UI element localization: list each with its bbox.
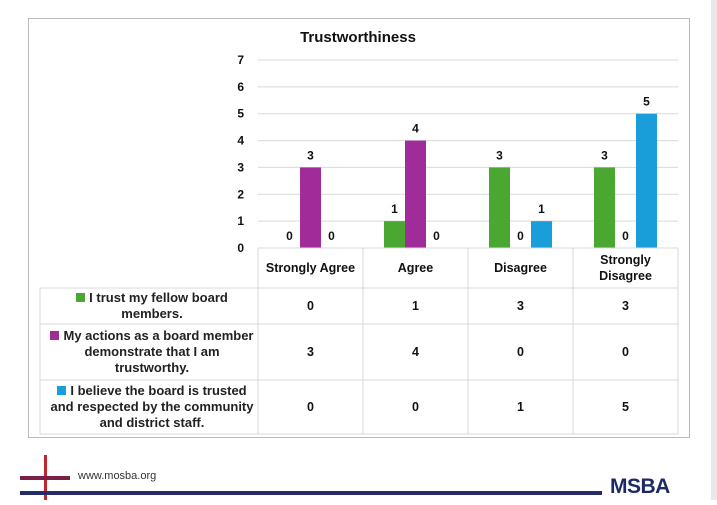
data-label: 0: [433, 229, 440, 243]
category-label: Strongly Agree: [266, 261, 355, 275]
msba-logo: MSBA: [610, 475, 670, 498]
table-cell: 0: [517, 345, 524, 359]
table-cell: 3: [307, 345, 314, 359]
bar: [384, 221, 405, 248]
legend-label: My actions as a board member demonstrate…: [63, 328, 254, 375]
bar: [594, 167, 615, 248]
data-label: 3: [307, 148, 314, 162]
legend-swatch: [76, 293, 86, 302]
table-cell: 1: [517, 400, 524, 414]
table-cell: 1: [412, 299, 419, 313]
category-label-line: Disagree: [599, 269, 652, 283]
y-tick-label: 3: [237, 160, 244, 174]
page-edge: [711, 0, 717, 500]
footer-line: [20, 491, 602, 495]
category-label-line: Strongly: [600, 253, 651, 267]
legend-label: I believe the board is trusted and respe…: [50, 383, 254, 430]
legend-swatch: [57, 386, 67, 395]
data-label: 1: [391, 202, 398, 216]
data-label: 3: [496, 148, 503, 162]
legend-entry: I trust my fellow board members.: [46, 290, 258, 322]
category-label: Agree: [398, 261, 433, 275]
data-label: 1: [538, 202, 545, 216]
y-tick-label: 5: [237, 107, 244, 121]
data-label: 0: [328, 229, 335, 243]
table-cell: 5: [622, 400, 629, 414]
chart-frame: [28, 18, 690, 438]
y-tick-label: 1: [237, 214, 244, 228]
table-cell: 0: [307, 400, 314, 414]
cross-logo-icon: [20, 455, 70, 500]
footer-url[interactable]: www.mosba.org: [78, 470, 157, 482]
y-tick-label: 7: [237, 53, 244, 67]
table-cell: 0: [307, 299, 314, 313]
table-cell: 0: [622, 345, 629, 359]
bar: [489, 167, 510, 248]
data-label: 3: [601, 148, 608, 162]
legend-entry: I believe the board is trusted and respe…: [46, 383, 258, 431]
data-label: 0: [517, 229, 524, 243]
bar: [405, 140, 426, 248]
table-cell: 4: [412, 345, 419, 359]
legend-label: I trust my fellow board members.: [89, 290, 228, 321]
bar: [636, 113, 657, 248]
data-label: 5: [643, 95, 650, 109]
y-tick-label: 6: [237, 80, 244, 94]
y-tick-label: 0: [237, 241, 244, 255]
bar: [300, 167, 321, 248]
bar: [531, 221, 552, 248]
data-label: 0: [286, 229, 293, 243]
data-label: 4: [412, 122, 419, 136]
table-cell: 3: [517, 299, 524, 313]
table-cell: 0: [412, 400, 419, 414]
chart-title: Trustworthiness: [300, 29, 416, 46]
y-tick-label: 2: [237, 187, 244, 201]
y-tick-label: 4: [237, 134, 244, 148]
category-label: Disagree: [494, 261, 547, 275]
legend-entry: My actions as a board member demonstrate…: [46, 328, 258, 376]
legend-swatch: [50, 331, 60, 340]
data-label: 0: [622, 229, 629, 243]
table-cell: 3: [622, 299, 629, 313]
